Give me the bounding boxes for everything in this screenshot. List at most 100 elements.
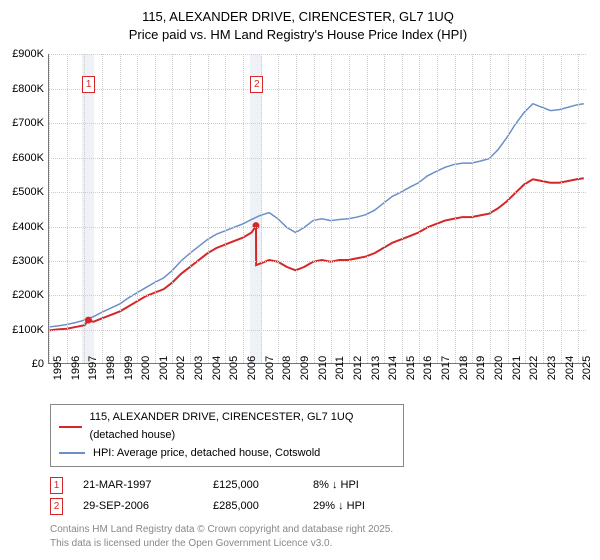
gridline-x [525,54,526,363]
gridline-y [49,192,586,193]
ytick-label: £500K [12,186,44,198]
xtick-label: 2020 [493,356,505,380]
gridline-x [120,54,121,363]
gridline-y [49,158,586,159]
sale-price-2: £285,000 [213,496,293,517]
gridline-y [49,89,586,90]
gridline-x [472,54,473,363]
gridline-y [49,123,586,124]
xtick-label: 2008 [281,356,293,380]
xtick-label: 2012 [352,356,364,380]
footer-line2: This data is licensed under the Open Gov… [50,537,590,551]
gridline-x [419,54,420,363]
gridline-x [578,54,579,363]
gridline-x [67,54,68,363]
sale-pct-1: 8% ↓ HPI [313,475,413,496]
ytick-label: £800K [12,83,44,95]
sales-table: 1 21-MAR-1997 £125,000 8% ↓ HPI 2 29-SEP… [50,475,590,517]
gridline-x [349,54,350,363]
legend-item-hpi: HPI: Average price, detached house, Cots… [59,445,395,463]
legend: 115, ALEXANDER DRIVE, CIRENCESTER, GL7 1… [50,404,404,467]
legend-swatch-property [59,426,82,428]
xtick-label: 2013 [370,356,382,380]
sales-row-2: 2 29-SEP-2006 £285,000 29% ↓ HPI [50,496,590,517]
xtick-label: 2015 [405,356,417,380]
footer-line1: Contains HM Land Registry data © Crown c… [50,523,590,537]
ytick-label: £900K [12,48,44,60]
footer: Contains HM Land Registry data © Crown c… [50,523,590,551]
xtick-label: 2002 [175,356,187,380]
plot-area: 12 [48,54,586,364]
xtick-label: 2001 [158,356,170,380]
sales-row-1: 1 21-MAR-1997 £125,000 8% ↓ HPI [50,475,590,496]
xtick-label: 1996 [70,356,82,380]
gridline-x [490,54,491,363]
gridline-x [384,54,385,363]
gridline-x [314,54,315,363]
gridline-y [49,54,586,55]
sale-date-1: 21-MAR-1997 [83,475,193,496]
gridline-x [278,54,279,363]
ytick-label: £100K [12,324,44,336]
gridline-x [402,54,403,363]
sale-marker-1: 1 [50,477,63,494]
gridline-x [225,54,226,363]
xtick-label: 2022 [528,356,540,380]
ytick-label: £600K [12,152,44,164]
xtick-label: 2025 [581,356,593,380]
chart: 12 £0£100K£200K£300K£400K£500K£600K£700K… [6,54,590,394]
gridline-x [367,54,368,363]
legend-item-property: 115, ALEXANDER DRIVE, CIRENCESTER, GL7 1… [59,409,395,444]
xtick-label: 1997 [87,356,99,380]
sale-date-2: 29-SEP-2006 [83,496,193,517]
chart-title-block: 115, ALEXANDER DRIVE, CIRENCESTER, GL7 1… [6,8,590,44]
series-line-property [49,179,583,331]
sale-price-1: £125,000 [213,475,293,496]
gridline-x [243,54,244,363]
gridline-x [561,54,562,363]
ytick-label: £700K [12,117,44,129]
xtick-label: 2016 [422,356,434,380]
gridline-x [261,54,262,363]
xtick-label: 2004 [211,356,223,380]
gridline-x [543,54,544,363]
gridline-x [455,54,456,363]
xtick-label: 2017 [440,356,452,380]
xtick-label: 2011 [334,357,346,381]
xtick-label: 2003 [193,356,205,380]
chart-lines [49,54,586,363]
chart-sale-marker: 1 [82,76,95,93]
gridline-x [208,54,209,363]
legend-label-property: 115, ALEXANDER DRIVE, CIRENCESTER, GL7 1… [90,409,395,444]
xtick-label: 2024 [564,356,576,380]
xtick-label: 2009 [299,356,311,380]
xtick-label: 1999 [123,356,135,380]
chart-sale-marker: 2 [250,76,263,93]
gridline-y [49,330,586,331]
sale-dot [85,317,92,324]
gridline-y [49,295,586,296]
ytick-label: £0 [32,358,44,370]
xtick-label: 2014 [387,356,399,380]
xtick-label: 2019 [475,356,487,380]
xtick-label: 2018 [458,356,470,380]
gridline-x [137,54,138,363]
ytick-label: £200K [12,289,44,301]
gridline-x [172,54,173,363]
gridline-x [155,54,156,363]
gridline-x [49,54,50,363]
gridline-x [508,54,509,363]
series-line-hpi [49,104,583,327]
gridline-y [49,261,586,262]
xtick-label: 2023 [546,356,558,380]
title-line1: 115, ALEXANDER DRIVE, CIRENCESTER, GL7 1… [6,8,590,26]
gridline-x [296,54,297,363]
sale-marker-2: 2 [50,498,63,515]
xtick-label: 2010 [317,356,329,380]
xtick-label: 1995 [52,356,64,380]
gridline-x [102,54,103,363]
xtick-label: 1998 [105,356,117,380]
gridline-x [437,54,438,363]
xtick-label: 2006 [246,356,258,380]
ytick-label: £400K [12,221,44,233]
